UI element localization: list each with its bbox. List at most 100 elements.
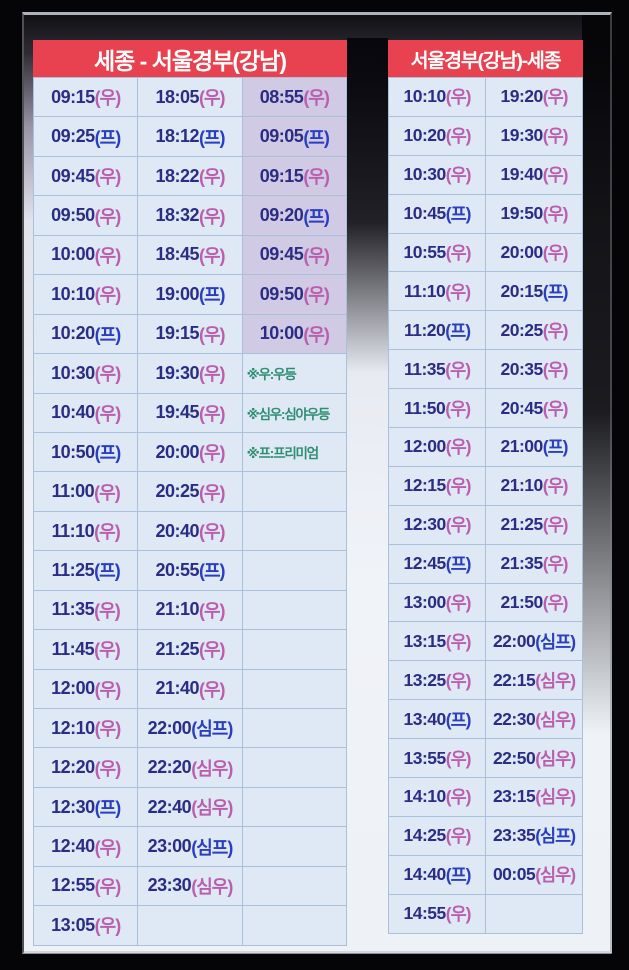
grade-suffix: (우) <box>198 640 226 661</box>
grade-suffix: (우) <box>542 243 569 263</box>
departure-time-cell: 12:00 (우) <box>34 669 138 708</box>
grade-suffix: (프) <box>445 865 472 886</box>
departure-time-cell: 12:15 (우) <box>389 466 485 505</box>
departure-time-cell: 22:20 (심우) <box>138 748 242 787</box>
grade-suffix: (우) <box>303 324 330 345</box>
departure-time-cell: 21:00 (프) <box>486 428 582 466</box>
time-text: 19:30 <box>500 125 543 146</box>
departure-time-cell: 19:00 (프) <box>138 275 242 314</box>
time-text: 22:40 <box>147 796 192 817</box>
departure-time-cell: 23:35 (심프) <box>486 816 582 855</box>
time-text: 20:55 <box>155 559 199 580</box>
grade-suffix: (우) <box>303 285 330 306</box>
time-text: 23:35 <box>492 825 536 846</box>
departure-time-cell: 14:10 (우) <box>389 778 485 816</box>
departure-time-cell: 20:45 (우) <box>486 389 582 428</box>
time-text: 10:10 <box>51 283 95 304</box>
time-text: 12:40 <box>51 836 95 857</box>
grade-suffix: (우) <box>94 285 122 306</box>
departure-time-cell: 22:00 (심프) <box>486 622 582 661</box>
grade-suffix: (우) <box>94 600 121 621</box>
grade-suffix: (심우) <box>191 876 233 897</box>
departure-time-cell: 19:30 (우) <box>486 116 582 155</box>
grade-suffix: (우) <box>542 476 569 497</box>
grade-suffix: (프) <box>198 127 226 148</box>
time-text: 13:15 <box>403 630 446 651</box>
grade-suffix: (우) <box>542 87 569 108</box>
departure-time-cell: 12:00 (우) <box>389 428 485 466</box>
time-text: 22:00 <box>147 717 192 738</box>
time-text: 20:00 <box>155 441 199 462</box>
time-text: 13:40 <box>403 708 446 729</box>
time-text: 22:00 <box>492 630 536 651</box>
right-margin-shadow <box>582 15 612 735</box>
departure-time-cell: 11:10 (우) <box>389 272 485 311</box>
table-header-right: 서울경부(강남)-세종 <box>388 40 583 77</box>
grade-suffix: (우) <box>445 826 472 847</box>
departure-time-cell: 12:40 (우) <box>34 827 138 866</box>
time-text: 13:25 <box>403 669 446 690</box>
departure-time-cell: 21:35 (우) <box>486 544 582 583</box>
departure-time-cell: 09:15 (우) <box>242 156 346 196</box>
departure-time-cell: 10:10 (우) <box>389 78 485 116</box>
grade-suffix: (우) <box>445 165 472 186</box>
departure-time-cell: 09:50 (우) <box>34 196 138 235</box>
time-text: 23:00 <box>147 836 192 857</box>
departure-time-cell: 09:45 (우) <box>34 156 138 196</box>
time-text: 11:45 <box>51 638 95 659</box>
grade-suffix: (우) <box>445 593 472 614</box>
time-text: 14:40 <box>403 864 446 885</box>
empty-cell <box>242 787 346 827</box>
departure-time-cell: 10:40 (우) <box>34 393 138 432</box>
grade-suffix: (우) <box>94 758 122 779</box>
time-text: 14:55 <box>403 903 446 924</box>
time-text: 18:22 <box>155 165 199 186</box>
timetable-seoul-to-sejong: 서울경부(강남)-세종 10:10 (우) 19:20 (우) 10:20 (우) 19:3… <box>388 40 583 934</box>
time-text: 23:15 <box>492 786 536 807</box>
legend-note-cell: ※프:프리미엄 <box>242 432 346 472</box>
time-text: 09:50 <box>259 283 304 304</box>
departure-time-cell: 18:32 (우) <box>138 196 242 235</box>
grade-suffix: (우) <box>94 167 122 188</box>
time-text: 08:55 <box>259 86 304 107</box>
departure-time-cell: 11:10 (우) <box>34 511 138 551</box>
grade-suffix: (프) <box>198 561 226 582</box>
time-text: 09:25 <box>51 126 95 147</box>
grade-suffix: (우) <box>445 631 472 652</box>
table-title-left: 세종 - 서울경부(강남) <box>93 47 287 74</box>
empty-cell <box>242 866 346 906</box>
time-text: 13:00 <box>403 592 446 613</box>
time-text: 21:40 <box>155 678 199 699</box>
center-gap-shadow <box>347 38 388 373</box>
departure-time-cell: 20:00 (우) <box>138 432 242 472</box>
time-text: 10:50 <box>51 441 95 462</box>
grade-suffix: (우) <box>94 719 122 740</box>
time-text: 12:15 <box>403 475 446 496</box>
departure-time-cell: 13:00 (우) <box>389 583 485 622</box>
time-text: 12:00 <box>403 436 446 457</box>
grade-suffix: (심우) <box>535 787 576 808</box>
time-text: 10:00 <box>259 323 304 344</box>
grade-suffix: (우) <box>94 640 121 661</box>
grade-suffix: (프) <box>445 554 472 575</box>
departure-time-cell: 19:45 (우) <box>138 393 242 432</box>
time-text: 10:00 <box>51 244 95 265</box>
time-text: 19:00 <box>155 283 199 304</box>
departure-time-cell: 13:55 (우) <box>389 739 485 778</box>
grade-suffix: (심우) <box>535 709 576 730</box>
time-text: 20:00 <box>500 242 543 262</box>
departure-time-cell: 13:40 (프) <box>389 700 485 739</box>
empty-cell <box>242 709 346 748</box>
time-text: 19:30 <box>155 362 199 383</box>
departure-time-cell: 19:30 (우) <box>138 354 242 393</box>
departure-time-cell: 08:55 (우) <box>242 78 346 117</box>
grade-suffix: (우) <box>94 88 122 109</box>
departure-time-cell: 20:25 (우) <box>486 311 582 350</box>
time-text: 21:10 <box>500 475 543 496</box>
grade-suffix: (우) <box>445 476 472 497</box>
departure-time-cell: 11:20 (프) <box>389 311 485 350</box>
departure-time-cell: 10:20 (프) <box>34 314 138 354</box>
departure-time-cell: 23:30 (심우) <box>138 866 242 906</box>
time-text: 09:15 <box>259 165 304 186</box>
grade-suffix: (우) <box>542 554 569 575</box>
